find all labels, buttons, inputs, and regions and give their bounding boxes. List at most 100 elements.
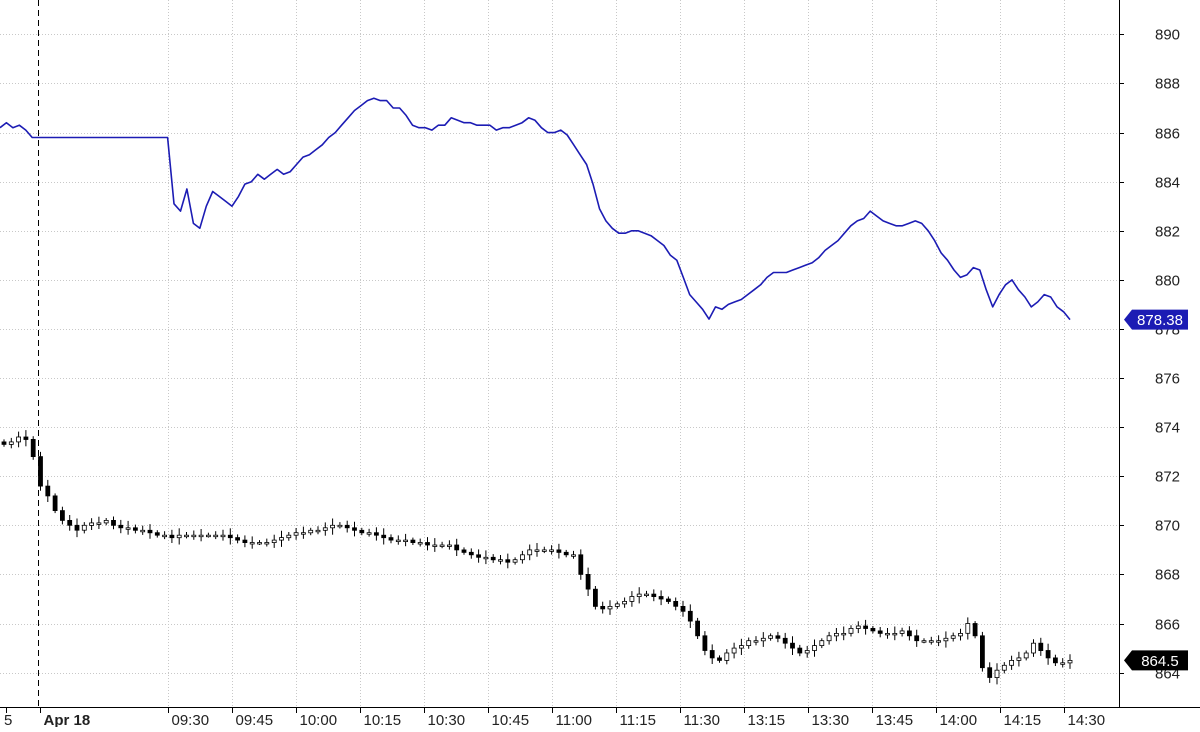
candlestick	[556, 543, 562, 559]
candle-body-up	[804, 650, 810, 654]
candle-body-down	[1045, 650, 1051, 659]
candle-body-up	[746, 640, 752, 647]
candlestick	[184, 532, 189, 539]
candle-body-up	[366, 532, 372, 535]
candlestick	[490, 554, 496, 563]
candlestick	[804, 645, 810, 658]
candle-body-down	[454, 544, 460, 551]
candle-body-down	[666, 598, 671, 602]
candle-body-up	[498, 559, 503, 562]
candle-body-up	[176, 534, 182, 539]
candle-body-up	[264, 542, 270, 545]
candlestick	[279, 530, 284, 547]
candle-body-down	[709, 650, 715, 659]
candle-body-up	[300, 532, 306, 535]
candlestick	[950, 632, 956, 642]
candlestick	[373, 527, 379, 541]
candle-body-up	[191, 534, 197, 538]
candle-body-down	[60, 510, 65, 521]
candle-body-up	[848, 628, 854, 634]
candle-body-up	[279, 537, 284, 541]
candlestick	[52, 493, 58, 514]
candlestick	[213, 531, 219, 540]
candle-body-up	[483, 556, 489, 560]
candlestick	[308, 527, 314, 536]
candle-body-up	[724, 652, 730, 661]
candlestick	[169, 529, 175, 543]
candlestick	[439, 541, 445, 549]
candle-body-up	[249, 542, 255, 545]
candle-body-down	[658, 596, 664, 600]
candlestick	[972, 621, 978, 639]
candle-body-down	[461, 549, 467, 553]
candle-body-down	[344, 524, 350, 529]
x-tick-label: 09:30	[172, 712, 210, 727]
candle-body-down	[877, 630, 883, 634]
candle-body-up	[184, 534, 189, 538]
candlestick	[242, 535, 248, 548]
candle-body-down	[1053, 657, 1058, 664]
candlestick	[928, 636, 934, 645]
y-tick-label: 882	[1155, 224, 1180, 241]
candlestick	[1023, 650, 1029, 661]
y-tick-label: 880	[1155, 273, 1180, 290]
candle-body-up	[81, 524, 87, 531]
candlestick	[739, 638, 744, 655]
candle-body-down	[468, 551, 474, 556]
candlestick	[797, 644, 803, 657]
candlestick	[1016, 651, 1022, 667]
candle-body-up	[125, 527, 131, 530]
candlestick	[899, 627, 905, 637]
candle-body-up	[512, 559, 518, 563]
candlestick	[220, 529, 226, 541]
candle-body-down	[74, 524, 80, 531]
y-tick-label: 886	[1155, 126, 1180, 143]
candle-body-down	[227, 534, 233, 539]
candlestick	[176, 528, 182, 545]
candle-body-up	[1023, 652, 1029, 659]
candle-last-value-badge-shape	[1124, 650, 1188, 671]
x-tick-label: 5	[4, 712, 12, 727]
candle-last-value-badge: 864.5	[1124, 650, 1188, 671]
candle-body-down	[352, 527, 357, 531]
y-tick-label: 890	[1155, 27, 1180, 44]
candle-body-down	[45, 485, 51, 497]
candlestick	[666, 596, 671, 604]
candlestick	[877, 627, 883, 638]
candle-body-up	[571, 554, 576, 557]
candlestick	[154, 530, 160, 538]
candlestick	[680, 600, 686, 617]
candlestick	[549, 545, 554, 555]
candle-body-down	[38, 456, 43, 487]
candlestick	[841, 626, 847, 641]
y-tick-label: 870	[1155, 518, 1180, 535]
candlestick	[505, 553, 511, 569]
candle-body-up	[432, 544, 438, 547]
candlestick	[461, 547, 467, 555]
candlestick	[1060, 658, 1066, 668]
candlestick	[1053, 654, 1058, 666]
candle-body-down	[1038, 642, 1044, 652]
candlestick	[425, 537, 430, 551]
candlestick	[468, 548, 474, 559]
candle-body-down	[673, 601, 679, 607]
candle-body-up	[549, 549, 554, 552]
candlestick	[600, 601, 606, 614]
candlestick	[709, 644, 715, 664]
candle-body-up	[220, 534, 226, 538]
y-tick-label: 874	[1155, 420, 1180, 437]
candle-body-down	[863, 625, 868, 629]
line-last-value-badge: 878.38	[1124, 309, 1188, 330]
candlestick	[38, 451, 43, 491]
candlestick	[132, 524, 138, 534]
candlestick	[330, 518, 336, 535]
candle-last-value-badge-text: 864.5	[1141, 653, 1179, 670]
candlestick	[227, 528, 233, 545]
candle-body-down	[680, 606, 686, 612]
candle-body-up	[885, 633, 890, 636]
candle-body-up	[629, 596, 635, 602]
candlestick	[943, 631, 949, 648]
candlestick	[855, 621, 861, 634]
candle-body-up	[395, 539, 401, 542]
